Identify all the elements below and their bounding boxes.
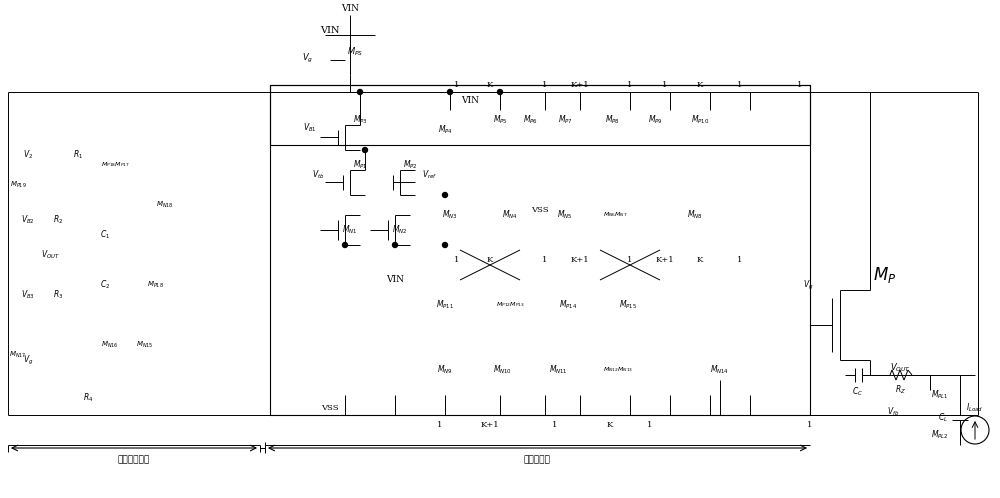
Text: $V_{OUT}$: $V_{OUT}$ bbox=[41, 249, 59, 261]
Text: $M_{N8}$: $M_{N8}$ bbox=[687, 209, 703, 221]
Text: $I_{Load}$: $I_{Load}$ bbox=[966, 402, 984, 414]
Text: 1: 1 bbox=[662, 81, 668, 89]
Text: $M_{N18}$: $M_{N18}$ bbox=[156, 200, 174, 210]
Text: $V_{B2}$: $V_{B2}$ bbox=[21, 214, 35, 226]
Text: K: K bbox=[697, 256, 703, 264]
Text: $V_{OUT}$: $V_{OUT}$ bbox=[890, 362, 910, 374]
Text: 1: 1 bbox=[797, 81, 803, 89]
Text: 1: 1 bbox=[437, 421, 443, 429]
Text: 1: 1 bbox=[737, 81, 743, 89]
Text: $M_{P1}$: $M_{P1}$ bbox=[353, 159, 367, 171]
Circle shape bbox=[498, 90, 503, 95]
Text: $V_g$: $V_g$ bbox=[803, 278, 813, 291]
Text: $M_{N12}M_{N13}$: $M_{N12}M_{N13}$ bbox=[603, 366, 633, 374]
Text: K: K bbox=[487, 256, 493, 264]
Text: $M_{PL1}$: $M_{PL1}$ bbox=[931, 389, 949, 401]
Text: 瞬态增强结构: 瞬态增强结构 bbox=[118, 456, 150, 465]
Text: VSS: VSS bbox=[531, 206, 549, 214]
Text: $M_{N16}$: $M_{N16}$ bbox=[101, 340, 119, 350]
Text: $M_{PL2}$: $M_{PL2}$ bbox=[931, 429, 949, 441]
Text: $M_{P9}$: $M_{P9}$ bbox=[648, 114, 662, 126]
Circle shape bbox=[448, 90, 452, 95]
Text: $M_{P15}$: $M_{P15}$ bbox=[619, 299, 637, 311]
Text: $V_{tb}$: $V_{tb}$ bbox=[312, 169, 324, 181]
Text: K: K bbox=[487, 81, 493, 89]
Text: $M_{P3}$: $M_{P3}$ bbox=[353, 114, 367, 126]
Text: $M_{P4}$: $M_{P4}$ bbox=[438, 124, 452, 136]
Text: 1: 1 bbox=[737, 256, 743, 264]
Text: $M_{P12}M_{P13}$: $M_{P12}M_{P13}$ bbox=[496, 301, 524, 309]
Circle shape bbox=[362, 147, 368, 152]
Text: K+1: K+1 bbox=[571, 81, 589, 89]
Text: $M_{N2}$: $M_{N2}$ bbox=[392, 224, 408, 236]
Text: VIN: VIN bbox=[386, 275, 404, 284]
Text: $V_{fb}$: $V_{fb}$ bbox=[887, 406, 899, 418]
Text: $M_{PS}$: $M_{PS}$ bbox=[347, 46, 363, 58]
Text: $C_2$: $C_2$ bbox=[100, 279, 110, 291]
Text: $M_{N3}$: $M_{N3}$ bbox=[442, 209, 458, 221]
Text: 1: 1 bbox=[454, 81, 460, 89]
Text: $M_{P18}M_{P17}$: $M_{P18}M_{P17}$ bbox=[101, 160, 129, 169]
Text: $M_{P7}$: $M_{P7}$ bbox=[558, 114, 572, 126]
Text: VSS: VSS bbox=[321, 404, 339, 412]
Text: $M_P$: $M_P$ bbox=[873, 265, 897, 285]
Text: 1: 1 bbox=[627, 256, 633, 264]
Text: $M_{P14}$: $M_{P14}$ bbox=[559, 299, 577, 311]
Text: $M_{N1}$: $M_{N1}$ bbox=[342, 224, 358, 236]
Text: $M_{P5}$: $M_{P5}$ bbox=[493, 114, 507, 126]
Text: K+1: K+1 bbox=[481, 421, 499, 429]
Text: VIN: VIN bbox=[461, 96, 479, 105]
Text: $M_{N10}$: $M_{N10}$ bbox=[493, 364, 513, 376]
Text: $V_g$: $V_g$ bbox=[23, 354, 33, 367]
Text: $M_{N17}$: $M_{N17}$ bbox=[9, 350, 27, 360]
Text: $R_3$: $R_3$ bbox=[53, 289, 63, 301]
Text: $M_{P8}$: $M_{P8}$ bbox=[605, 114, 619, 126]
Text: 1: 1 bbox=[647, 421, 653, 429]
Text: $M_{P11}$: $M_{P11}$ bbox=[436, 299, 454, 311]
Text: $M_{N6}M_{N7}$: $M_{N6}M_{N7}$ bbox=[603, 211, 627, 220]
Text: K: K bbox=[607, 421, 613, 429]
Text: 1: 1 bbox=[542, 256, 548, 264]
Text: $V_2$: $V_2$ bbox=[23, 149, 33, 161]
Text: $R_Z$: $R_Z$ bbox=[895, 384, 907, 396]
Text: $M_{P19}$: $M_{P19}$ bbox=[10, 180, 26, 190]
Text: $C_1$: $C_1$ bbox=[100, 229, 110, 241]
Text: $R_2$: $R_2$ bbox=[53, 214, 63, 226]
Text: $C_C$: $C_C$ bbox=[852, 386, 864, 398]
Text: 1: 1 bbox=[627, 81, 633, 89]
Text: $C_L$: $C_L$ bbox=[938, 412, 948, 424]
Text: 1: 1 bbox=[542, 81, 548, 89]
Text: $M_{P6}$: $M_{P6}$ bbox=[523, 114, 537, 126]
Text: $V_g$: $V_g$ bbox=[302, 51, 314, 65]
Text: VIN: VIN bbox=[320, 25, 340, 34]
Text: K: K bbox=[697, 81, 703, 89]
Text: $M_{N5}$: $M_{N5}$ bbox=[557, 209, 573, 221]
Circle shape bbox=[442, 243, 448, 248]
Text: $R_1$: $R_1$ bbox=[73, 149, 83, 161]
Text: K+1: K+1 bbox=[656, 256, 674, 264]
Text: VIN: VIN bbox=[341, 3, 359, 12]
Text: $M_{N11}$: $M_{N11}$ bbox=[549, 364, 567, 376]
Text: $M_{P2}$: $M_{P2}$ bbox=[403, 159, 417, 171]
Text: 1: 1 bbox=[454, 256, 460, 264]
Text: $M_{N9}$: $M_{N9}$ bbox=[437, 364, 453, 376]
Text: $M_{P10}$: $M_{P10}$ bbox=[691, 114, 709, 126]
Circle shape bbox=[442, 193, 448, 198]
Text: $V_{B3}$: $V_{B3}$ bbox=[21, 289, 35, 301]
Text: 误差放大器: 误差放大器 bbox=[524, 456, 550, 465]
Text: $V_{B1}$: $V_{B1}$ bbox=[303, 122, 317, 134]
Circle shape bbox=[342, 243, 348, 248]
Text: K+1: K+1 bbox=[571, 256, 589, 264]
Text: $V_{ref}$: $V_{ref}$ bbox=[422, 169, 438, 181]
Text: $M_{P18}$: $M_{P18}$ bbox=[147, 280, 163, 290]
Text: 1: 1 bbox=[552, 421, 558, 429]
Text: $M_{N15}$: $M_{N15}$ bbox=[136, 340, 154, 350]
Text: 1: 1 bbox=[807, 421, 813, 429]
Text: $M_{N14}$: $M_{N14}$ bbox=[710, 364, 730, 376]
Text: $M_{N4}$: $M_{N4}$ bbox=[502, 209, 518, 221]
Text: $R_4$: $R_4$ bbox=[83, 392, 93, 404]
Circle shape bbox=[358, 90, 362, 95]
Circle shape bbox=[392, 243, 398, 248]
